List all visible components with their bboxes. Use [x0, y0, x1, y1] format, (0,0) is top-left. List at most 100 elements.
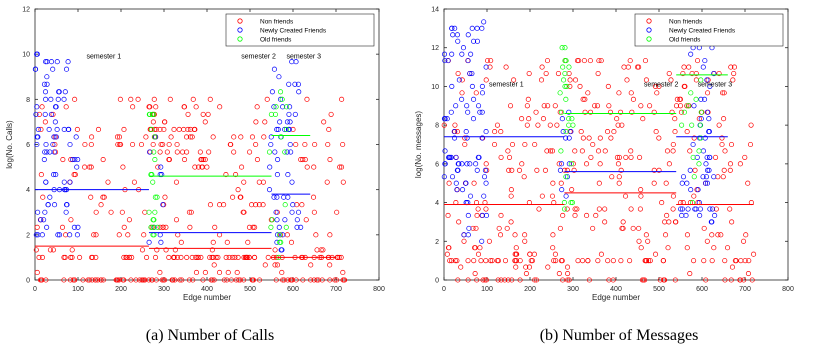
non-friends-point	[522, 238, 528, 244]
legend-marker-newly-created-friends	[237, 27, 243, 33]
old-friends-point	[563, 129, 569, 135]
non-friends-point	[223, 254, 229, 260]
non-friends-point	[50, 247, 57, 253]
newly-created-friends-point	[70, 157, 76, 163]
non-friends-point	[627, 258, 633, 264]
non-friends-point	[539, 193, 545, 199]
calls-chart: 0 100 200 300 400 500 600 700 800 0 2 4 6 8 10 12 Edge n…	[5, 7, 385, 303]
non-friends-point	[221, 202, 227, 208]
newly-created-friends-point	[44, 149, 50, 155]
y-tick-label: 12	[431, 45, 439, 52]
non-friends-point	[737, 161, 743, 167]
newly-created-friends-point	[33, 111, 39, 117]
non-friends-point	[511, 77, 517, 83]
non-friends-point	[483, 206, 489, 212]
non-friends-point	[745, 180, 751, 186]
non-friends-point	[61, 254, 67, 260]
newly-created-friends-point	[465, 212, 471, 219]
old-friends-point	[283, 126, 289, 132]
non-friends-point	[475, 251, 482, 257]
non-friends-point	[727, 206, 733, 212]
non-friends-point	[175, 232, 181, 238]
non-friends-point	[598, 251, 604, 257]
non-friends-point	[161, 126, 167, 132]
old-friends-point	[698, 77, 704, 83]
non-friends-point	[237, 194, 243, 200]
non-friends-point	[158, 141, 164, 148]
newly-created-friends-point	[284, 119, 290, 125]
non-friends-point	[691, 193, 697, 199]
newly-created-friends-point	[704, 154, 710, 160]
non-friends-point	[449, 258, 455, 264]
non-friends-point	[332, 277, 338, 283]
non-friends-point	[61, 277, 67, 283]
non-friends-point	[647, 103, 653, 109]
old-friends-point	[268, 111, 274, 117]
non-friends-point	[687, 270, 693, 277]
newly-created-friends-point	[474, 167, 480, 173]
old-friends-point	[563, 174, 569, 180]
newly-created-friends-point	[566, 161, 572, 167]
non-friends-point	[144, 254, 150, 260]
non-friends-point	[572, 212, 578, 219]
non-friends-point	[114, 134, 121, 140]
old-friends-point	[690, 154, 696, 160]
non-friends-point	[645, 238, 651, 244]
newly-created-friends-point	[53, 172, 59, 178]
non-friends-point	[651, 167, 657, 173]
non-friends-point	[575, 258, 581, 264]
non-friends-point	[564, 206, 570, 212]
newly-created-friends-point	[272, 149, 278, 155]
newly-created-friends-point	[448, 154, 454, 160]
newly-created-friends-point	[693, 206, 699, 212]
newly-created-friends-point	[268, 134, 274, 140]
old-friends-point	[559, 45, 565, 51]
calls-chart-caption: (a) Number of Calls	[145, 327, 275, 344]
non-friends-point	[512, 232, 518, 238]
non-friends-point	[489, 258, 495, 264]
non-friends-point	[565, 277, 571, 283]
newly-created-friends-point	[695, 187, 701, 193]
non-friends-point	[200, 111, 206, 117]
non-friends-point	[166, 254, 172, 260]
old-friends-point	[563, 96, 569, 102]
non-friends-point	[209, 247, 215, 253]
non-friends-point	[590, 225, 596, 231]
old-friends-point	[696, 148, 702, 154]
non-friends-point	[210, 134, 216, 140]
non-friends-point	[327, 157, 333, 163]
newly-created-friends-point	[51, 134, 57, 140]
non-friends-point	[117, 96, 123, 102]
newly-created-friends-point	[708, 219, 714, 225]
non-friends-point	[665, 245, 671, 251]
newly-created-friends-point	[444, 116, 450, 122]
non-friends-point	[250, 224, 256, 230]
non-friends-point	[441, 122, 447, 128]
non-friends-point	[556, 270, 562, 277]
non-friends-point	[153, 277, 159, 283]
non-friends-point	[627, 58, 633, 64]
non-friends-point	[533, 109, 539, 115]
newly-created-friends-point	[35, 232, 41, 238]
non-friends-point	[730, 77, 736, 83]
newly-created-friends-point	[560, 129, 566, 135]
newly-created-friends-point	[700, 174, 706, 180]
non-friends-point	[233, 172, 239, 178]
newly-created-friends-point	[456, 77, 462, 83]
non-friends-point	[146, 277, 152, 283]
x-tick-label: 200	[524, 286, 536, 293]
non-friends-point	[484, 167, 490, 173]
non-friends-point	[701, 258, 707, 264]
old-friends-point	[698, 109, 704, 115]
non-friends-point	[195, 254, 201, 260]
newly-created-friends-point	[446, 154, 452, 160]
newly-created-friends-point	[42, 149, 48, 155]
legend: Non friends Newly Created Friends Old frie…	[225, 13, 375, 47]
non-friends-point	[240, 209, 246, 215]
non-friends-point	[673, 219, 679, 225]
non-friends-point	[477, 245, 483, 251]
non-friends-point	[567, 77, 573, 83]
non-friends-point	[576, 58, 582, 64]
non-friends-point	[498, 277, 504, 283]
y-tick-label: 4	[26, 187, 30, 194]
